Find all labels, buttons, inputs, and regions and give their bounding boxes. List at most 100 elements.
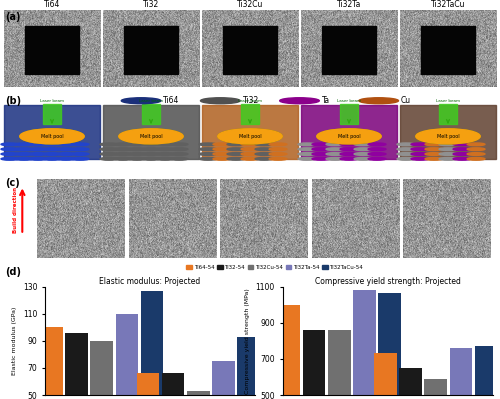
Circle shape (397, 148, 415, 150)
Circle shape (100, 158, 118, 160)
Text: Cu: Cu (401, 96, 411, 105)
Text: Laser beam: Laser beam (436, 99, 460, 103)
Text: Laser beam: Laser beam (238, 99, 262, 103)
Circle shape (57, 153, 75, 155)
Text: Build direction: Build direction (14, 187, 18, 233)
Circle shape (57, 143, 75, 146)
Circle shape (213, 158, 231, 160)
Bar (65, 333, 88, 399)
Circle shape (298, 153, 316, 155)
Circle shape (425, 143, 443, 146)
Circle shape (368, 148, 386, 150)
Bar (353, 290, 376, 399)
Circle shape (269, 153, 287, 155)
Circle shape (57, 158, 75, 160)
Bar (374, 354, 396, 399)
Bar (40, 327, 62, 399)
Bar (43, 104, 61, 124)
Bar (238, 337, 260, 399)
Bar (124, 26, 178, 74)
Circle shape (340, 158, 358, 160)
Circle shape (439, 148, 457, 150)
Circle shape (397, 158, 415, 160)
Circle shape (29, 148, 47, 150)
Ellipse shape (317, 129, 381, 144)
Circle shape (340, 153, 358, 155)
Circle shape (326, 148, 344, 150)
Circle shape (199, 148, 217, 150)
Bar (212, 361, 235, 399)
Bar (302, 330, 326, 399)
Circle shape (200, 98, 240, 104)
Circle shape (241, 143, 259, 146)
Circle shape (156, 158, 174, 160)
Circle shape (397, 143, 415, 146)
Bar (136, 373, 159, 399)
Circle shape (255, 148, 273, 150)
Circle shape (326, 153, 344, 155)
Circle shape (199, 153, 217, 155)
Circle shape (128, 143, 146, 146)
Circle shape (453, 148, 471, 150)
Circle shape (467, 153, 485, 155)
Circle shape (453, 153, 471, 155)
Circle shape (298, 148, 316, 150)
Text: Ti64: Ti64 (44, 0, 60, 9)
Circle shape (439, 153, 457, 155)
Text: Ta: Ta (322, 96, 330, 105)
Circle shape (439, 158, 457, 160)
Circle shape (156, 153, 174, 155)
Bar (202, 105, 298, 159)
Legend: Ti64-54, Ti32-54, Ti32Cu-54, Ti32Ta-54, Ti32TaCu-54: Ti64-54, Ti32-54, Ti32Cu-54, Ti32Ta-54, … (184, 263, 366, 273)
Text: Melt pool: Melt pool (338, 134, 360, 139)
Bar (90, 341, 113, 399)
Bar (301, 105, 397, 159)
Bar (4, 105, 100, 159)
Circle shape (43, 143, 61, 146)
Circle shape (411, 153, 429, 155)
Ellipse shape (416, 129, 480, 144)
Circle shape (227, 153, 245, 155)
Text: Ti64: Ti64 (164, 96, 180, 105)
Text: (b): (b) (5, 96, 21, 106)
Circle shape (142, 158, 160, 160)
Circle shape (359, 98, 399, 104)
Ellipse shape (20, 129, 84, 144)
Ellipse shape (119, 129, 183, 144)
Circle shape (142, 148, 160, 150)
Circle shape (326, 143, 344, 146)
Circle shape (255, 158, 273, 160)
Text: Ti32Cu: Ti32Cu (237, 0, 263, 9)
Circle shape (354, 153, 372, 155)
Circle shape (142, 153, 160, 155)
Circle shape (312, 158, 330, 160)
Circle shape (29, 143, 47, 146)
Circle shape (312, 153, 330, 155)
Circle shape (43, 153, 61, 155)
Circle shape (269, 148, 287, 150)
Circle shape (128, 158, 146, 160)
Circle shape (1, 143, 19, 146)
Circle shape (213, 153, 231, 155)
Circle shape (15, 153, 33, 155)
Circle shape (114, 143, 132, 146)
Circle shape (368, 143, 386, 146)
Circle shape (199, 143, 217, 146)
Circle shape (467, 143, 485, 146)
Circle shape (411, 143, 429, 146)
Text: (c): (c) (5, 178, 20, 188)
Text: Melt pool: Melt pool (140, 134, 162, 139)
Circle shape (29, 153, 47, 155)
Circle shape (326, 158, 344, 160)
Bar (475, 346, 498, 399)
Circle shape (170, 148, 188, 150)
Text: Laser beam: Laser beam (40, 99, 64, 103)
Circle shape (1, 153, 19, 155)
Circle shape (15, 158, 33, 160)
Circle shape (156, 143, 174, 146)
Bar (424, 379, 447, 399)
Bar (340, 104, 358, 124)
Bar (400, 368, 422, 399)
Title: Compressive yield strength: Projected: Compressive yield strength: Projected (314, 277, 460, 286)
Bar (322, 26, 376, 74)
